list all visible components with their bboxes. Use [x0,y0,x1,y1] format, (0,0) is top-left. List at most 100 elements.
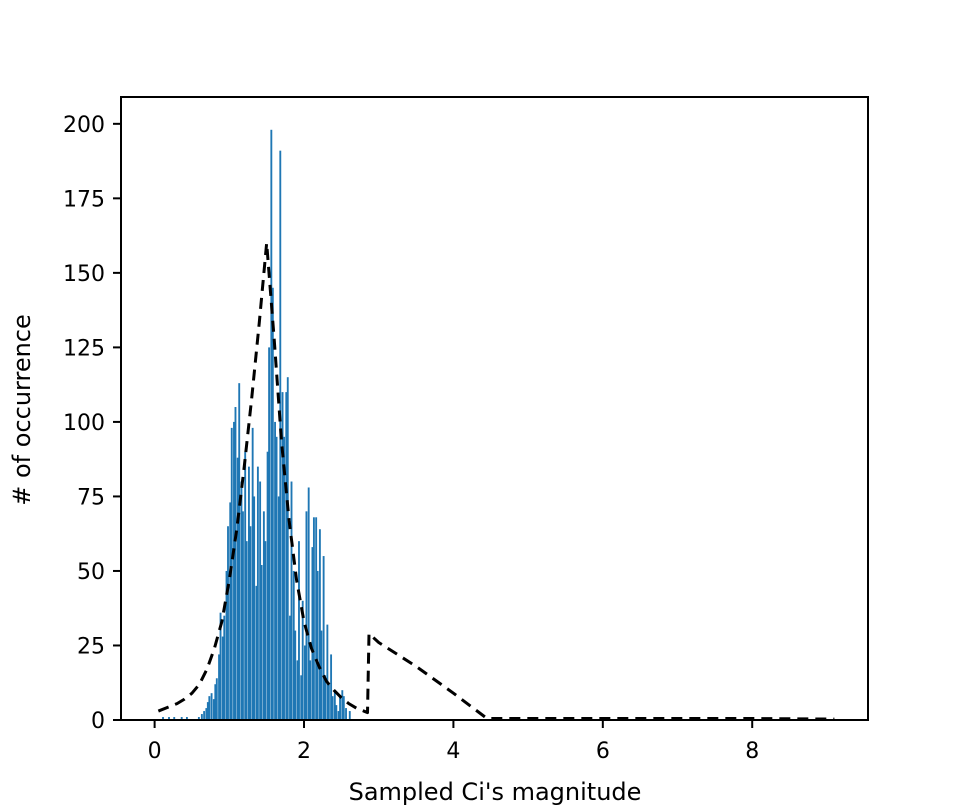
y-tick-label: 200 [63,113,105,138]
y-tick-label: 50 [77,560,105,585]
y-tick-label: 175 [63,187,105,212]
dashed-density-line [157,241,835,721]
histogram-bar [234,407,237,720]
histogram-bar [173,717,176,720]
y-axis-ticks: 0 25 50 75 100 125 150 175 200 [63,113,121,734]
histogram-bar [298,541,300,720]
histogram-bar [268,347,271,720]
histogram-bar [309,660,312,720]
histogram-bar [283,436,285,720]
histogram-bar [341,690,344,720]
histogram-bar [214,684,217,720]
histogram-bar [210,693,213,720]
histogram-bar [212,699,215,720]
histogram-bar [221,636,224,720]
y-axis-label: # of occurrence [8,314,36,506]
histogram-bar [206,702,209,720]
histogram-bar [270,129,273,721]
x-tick-label: 8 [745,739,759,764]
histogram-bar [277,496,280,720]
histogram-bar [223,615,226,720]
histogram-bar [285,392,288,720]
histogram-bar [227,526,229,720]
histogram-bar [215,678,218,720]
histogram-bar [205,708,208,720]
histogram-bar [275,436,278,720]
histogram-bar [236,457,239,720]
histogram-bar [259,481,262,720]
histogram-bars [162,129,351,721]
histogram-bar [322,556,325,720]
histogram-bar [327,684,330,720]
histogram-bar [233,421,235,720]
histogram-bar [208,696,211,720]
histogram-bar [253,496,256,720]
x-axis-ticks: 0 2 4 6 8 [148,720,759,764]
x-axis-label: Sampled Ci's magnitude [349,778,642,806]
histogram-bar [311,547,314,720]
histogram-bar [219,612,222,720]
histogram-bar [333,690,336,720]
histogram-bar [286,377,289,720]
x-tick-label: 0 [148,739,162,764]
histogram-bar [244,451,247,720]
histogram-bar [185,717,188,720]
histogram-bar [256,466,259,720]
histogram-bar [330,654,333,720]
histogram-bar [203,711,206,720]
x-tick-label: 6 [596,739,610,764]
y-tick-label: 75 [77,485,105,510]
histogram-bar [271,287,274,720]
histogram-bar [305,511,308,720]
y-tick-label: 150 [63,262,105,287]
histogram-bar [290,481,293,720]
histogram-bar [345,708,347,720]
histogram-bar [162,717,164,720]
histogram-bar [230,427,233,720]
histogram-bar [264,541,267,720]
histogram-bar [292,570,295,720]
histogram-bar [240,481,243,720]
histogram-bar [342,696,345,720]
histogram-bar [251,427,254,720]
histogram-bar [318,529,321,720]
histogram-bar [304,645,306,720]
x-tick-label: 4 [446,739,460,764]
histogram-bar [335,705,338,720]
histogram-bar [247,466,250,720]
histogram-bar [301,600,304,720]
histogram-bar [242,511,244,720]
histogram-bar [315,517,318,720]
histogram-bar [260,565,263,720]
histogram-bar [312,517,315,720]
y-tick-label: 25 [77,634,105,659]
histogram-bar [331,696,334,720]
histogram-bar [274,421,276,720]
histogram-bar [168,717,170,720]
histogram-bar [249,526,252,720]
histogram-bar [218,654,220,720]
histogram-bar [348,711,351,720]
histogram-bar [324,675,327,720]
histogram-bar [255,585,258,720]
histogram-bar [200,714,203,720]
x-tick-label: 2 [297,739,311,764]
histogram-bar [300,675,303,720]
histogram-bar [294,630,297,720]
y-tick-label: 100 [63,411,105,436]
y-tick-label: 0 [91,709,105,734]
histogram-bar [197,717,200,720]
histogram-bar [238,383,241,720]
histogram-bar [245,541,248,720]
histogram-bar [296,660,299,720]
histogram-bar [225,570,228,720]
histogram-bar [262,511,265,720]
histogram-bar [266,451,269,720]
histogram-bar [229,502,232,720]
histogram-bar [316,570,319,720]
histogram-bar [339,696,341,720]
histogram-bar [320,630,323,720]
histogram-bar [307,487,310,720]
y-tick-label: 125 [63,336,105,361]
